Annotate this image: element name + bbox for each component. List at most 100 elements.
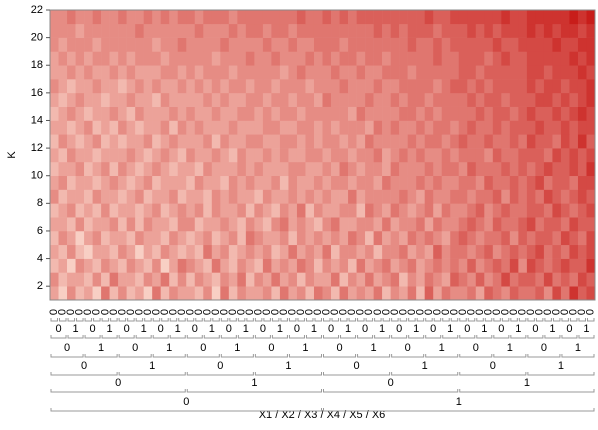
group-bracket: [527, 335, 544, 339]
heatmap-cell: [348, 148, 357, 163]
x-level-label: 1: [107, 323, 113, 335]
heatmap-cell: [152, 258, 162, 273]
heatmap-cell: [356, 106, 366, 121]
heatmap-cell: [92, 120, 102, 135]
heatmap-cell: [109, 286, 119, 301]
heatmap-cell: [126, 106, 136, 121]
heatmap-cell: [152, 148, 162, 163]
heatmap-cell: [407, 120, 417, 135]
heatmap-cell: [560, 23, 570, 38]
heatmap-cell: [373, 286, 383, 301]
heatmap-cell: [543, 161, 553, 177]
heatmap-cell: [586, 272, 596, 287]
group-bracket: [50, 372, 118, 376]
heatmap-cell: [313, 286, 323, 301]
x-level-label: 0: [362, 323, 368, 335]
heatmap-cell: [509, 203, 519, 218]
group-bracket: [382, 318, 391, 322]
group-bracket: [280, 318, 288, 322]
heatmap-cell: [220, 148, 230, 163]
heatmap-cell: [143, 51, 153, 66]
heatmap-cell: [390, 23, 400, 38]
heatmap-cell: [535, 65, 545, 80]
heatmap-cell: [586, 134, 596, 149]
heatmap-cell: [305, 37, 315, 52]
heatmap-cell: [390, 244, 400, 259]
heatmap-cell: [203, 65, 213, 80]
x-level-label: 0: [354, 360, 360, 372]
heatmap-cell: [390, 161, 400, 177]
heatmap-cell: [135, 92, 144, 107]
heatmap-cell: [535, 92, 545, 107]
heatmap-cell: [203, 244, 213, 259]
heatmap-cell: [390, 148, 400, 163]
heatmap-cell: [169, 286, 179, 301]
heatmap-cell: [143, 230, 153, 246]
heatmap-cell: [577, 79, 587, 94]
heatmap-cell: [101, 272, 110, 287]
heatmap-cell: [569, 217, 579, 232]
heatmap-cell: [109, 120, 119, 135]
heatmap-cell: [262, 134, 272, 149]
heatmap-cell: [492, 230, 502, 246]
heatmap-cell: [50, 51, 59, 66]
heatmap-cell: [194, 23, 204, 38]
heatmap-cell: [288, 79, 298, 94]
heatmap-cell: [160, 65, 170, 80]
heatmap-cell: [416, 148, 425, 163]
heatmap-cell: [271, 286, 281, 301]
heatmap-cell: [143, 10, 153, 25]
heatmap-cell: [228, 148, 238, 163]
heatmap-cell: [458, 286, 468, 301]
heatmap-cell: [467, 286, 477, 301]
heatmap-cell: [492, 161, 502, 177]
heatmap-cell: [433, 79, 443, 94]
heatmap-cell: [288, 92, 298, 107]
heatmap-cell: [501, 51, 511, 66]
heatmap-cell: [458, 10, 468, 25]
heatmap-cell: [109, 175, 119, 190]
heatmap-cell: [399, 106, 408, 121]
heatmap-cell: [552, 203, 562, 218]
heatmap-cell: [543, 148, 553, 163]
heatmap-cell: [160, 79, 170, 94]
heatmap-cell: [484, 134, 494, 149]
heatmap-cell: [552, 175, 562, 190]
heatmap-cell: [109, 65, 119, 80]
heatmap-cell: [211, 203, 221, 218]
heatmap-cell: [586, 203, 596, 218]
heatmap-cell: [152, 23, 162, 38]
heatmap-cell: [441, 244, 451, 259]
group-bracket: [408, 335, 425, 339]
heatmap-cell: [109, 217, 119, 232]
heatmap-cell: [75, 148, 85, 163]
heatmap-cell: [296, 37, 306, 52]
heatmap-cell: [552, 258, 562, 273]
heatmap-cell: [322, 148, 332, 163]
x-level-label: 0: [115, 377, 121, 389]
heatmap-cell: [58, 51, 68, 66]
x-level-label: 0: [133, 309, 145, 315]
heatmap-cell: [535, 244, 545, 259]
x-level-label: 0: [473, 342, 479, 354]
heatmap-cell: [526, 230, 536, 246]
x-level-label: 1: [285, 360, 291, 372]
heatmap-cell: [296, 230, 306, 246]
heatmap-cell: [450, 134, 460, 149]
heatmap-cell: [373, 189, 383, 204]
heatmap-cell: [135, 65, 144, 80]
heatmap-cell: [484, 161, 494, 177]
heatmap-cell: [458, 65, 468, 80]
heatmap-cell: [560, 148, 570, 163]
group-bracket: [305, 335, 322, 339]
heatmap-cell: [467, 189, 477, 204]
group-bracket: [178, 318, 186, 322]
x-level-label: 1: [549, 323, 555, 335]
heatmap-cell: [492, 217, 502, 232]
heatmap-cell: [484, 120, 494, 135]
heatmap-cell: [186, 148, 196, 163]
heatmap-cell: [118, 51, 127, 66]
x-level-label: 0: [336, 342, 342, 354]
heatmap-cell: [271, 37, 281, 52]
heatmap-cell: [407, 161, 417, 177]
